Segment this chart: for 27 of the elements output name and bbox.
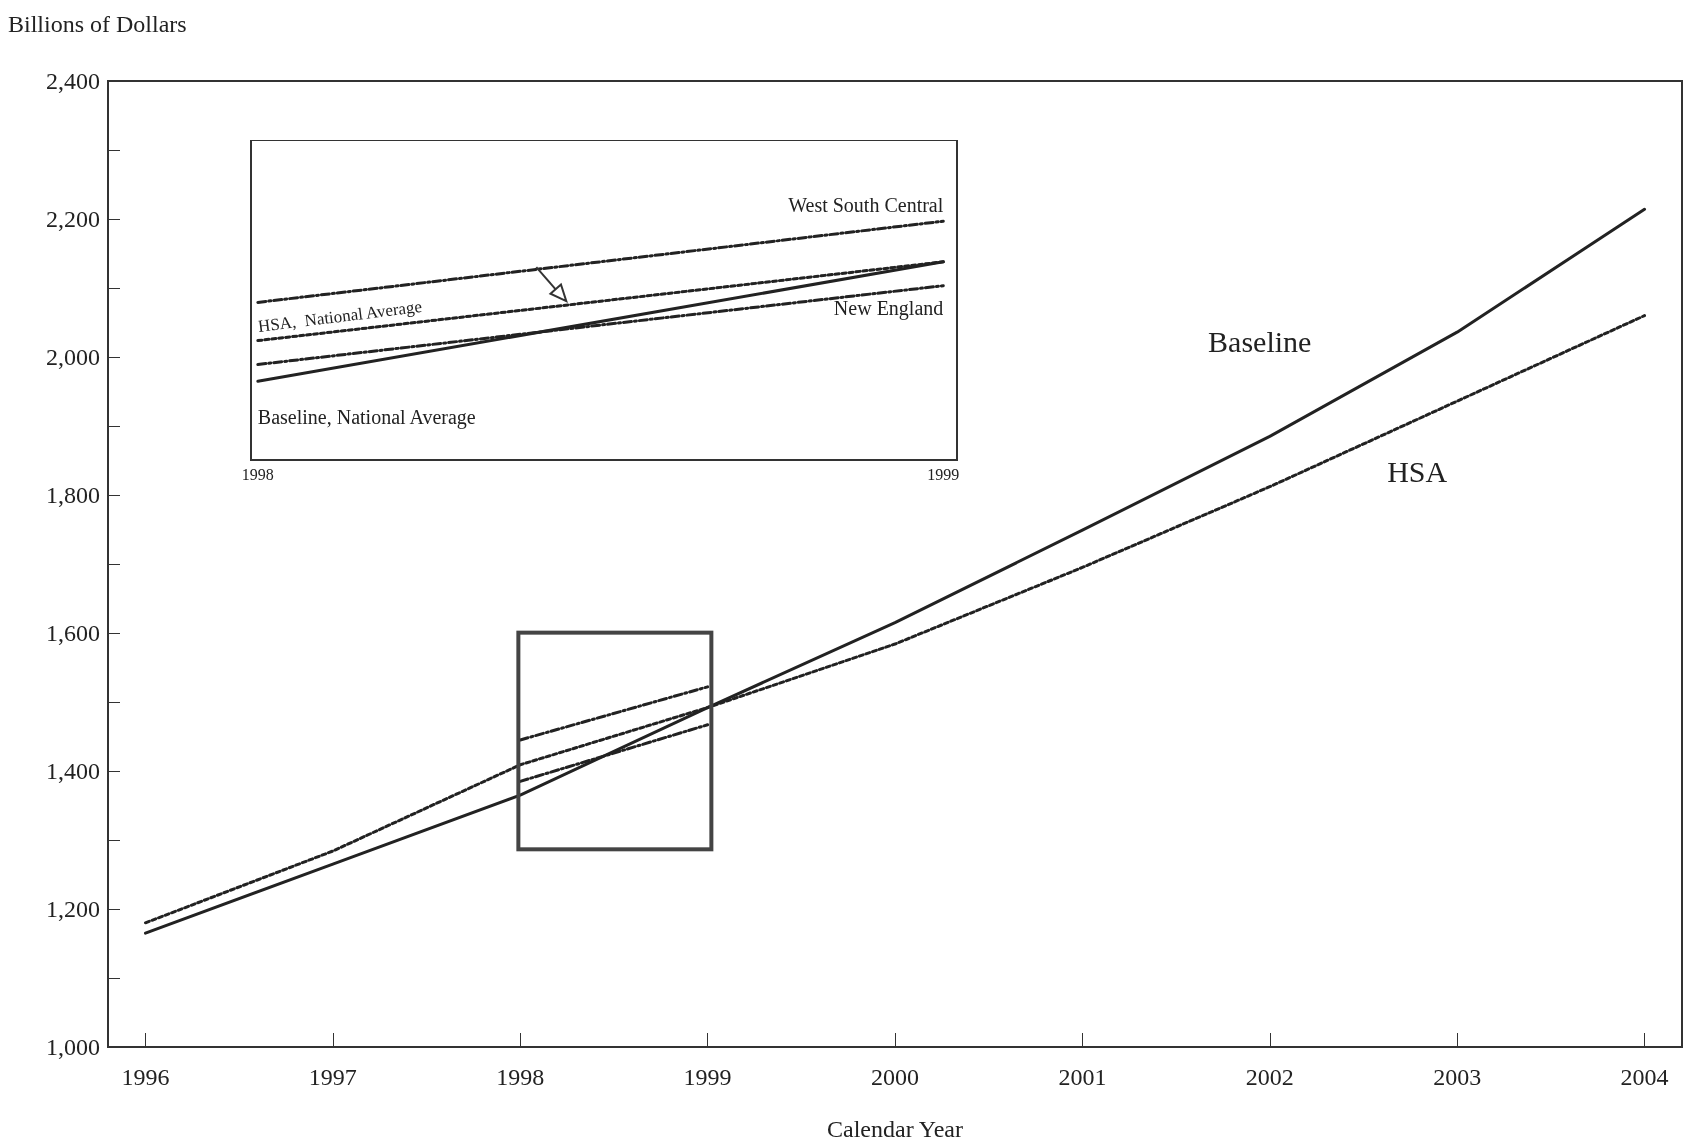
x-tick-label: 2002 (1245, 1064, 1294, 1090)
y-tick-label: 1,800 (46, 482, 100, 508)
x-tick-label: 1999 (927, 465, 960, 483)
x-tick-label: 2001 (1058, 1064, 1107, 1090)
x-tick-label: 1997 (308, 1064, 357, 1090)
y-tick-label: 2,200 (46, 206, 100, 232)
series-label: HSA (1387, 454, 1448, 488)
x-tick-label: 2003 (1433, 1064, 1482, 1090)
y-tick-label: 1,000 (46, 1034, 100, 1060)
y-tick-label: 1,600 (46, 620, 100, 646)
x-tick-label: 1998 (241, 465, 274, 483)
y-axis-title: Billions of Dollars (8, 11, 187, 37)
series-label: Baseline, National Average (257, 406, 476, 430)
y-tick-label: 1,400 (46, 758, 100, 784)
x-tick-label: 2000 (871, 1064, 919, 1090)
y-tick-label: 2,400 (46, 68, 100, 94)
x-tick-label: 2004 (1620, 1064, 1669, 1090)
series-label: New England (833, 296, 944, 320)
text: HSA, National Average (256, 296, 423, 336)
x-tick-label: 1996 (121, 1064, 170, 1090)
x-tick-label: 1998 (496, 1064, 545, 1090)
x-tick-label: 1999 (683, 1064, 732, 1090)
y-tick-label: 2,000 (46, 344, 100, 370)
x-axis-title: Calendar Year (827, 1116, 963, 1142)
series-label: West South Central (788, 194, 944, 217)
y-tick-label: 1,200 (46, 896, 100, 922)
series-label: Baseline (1208, 324, 1312, 358)
